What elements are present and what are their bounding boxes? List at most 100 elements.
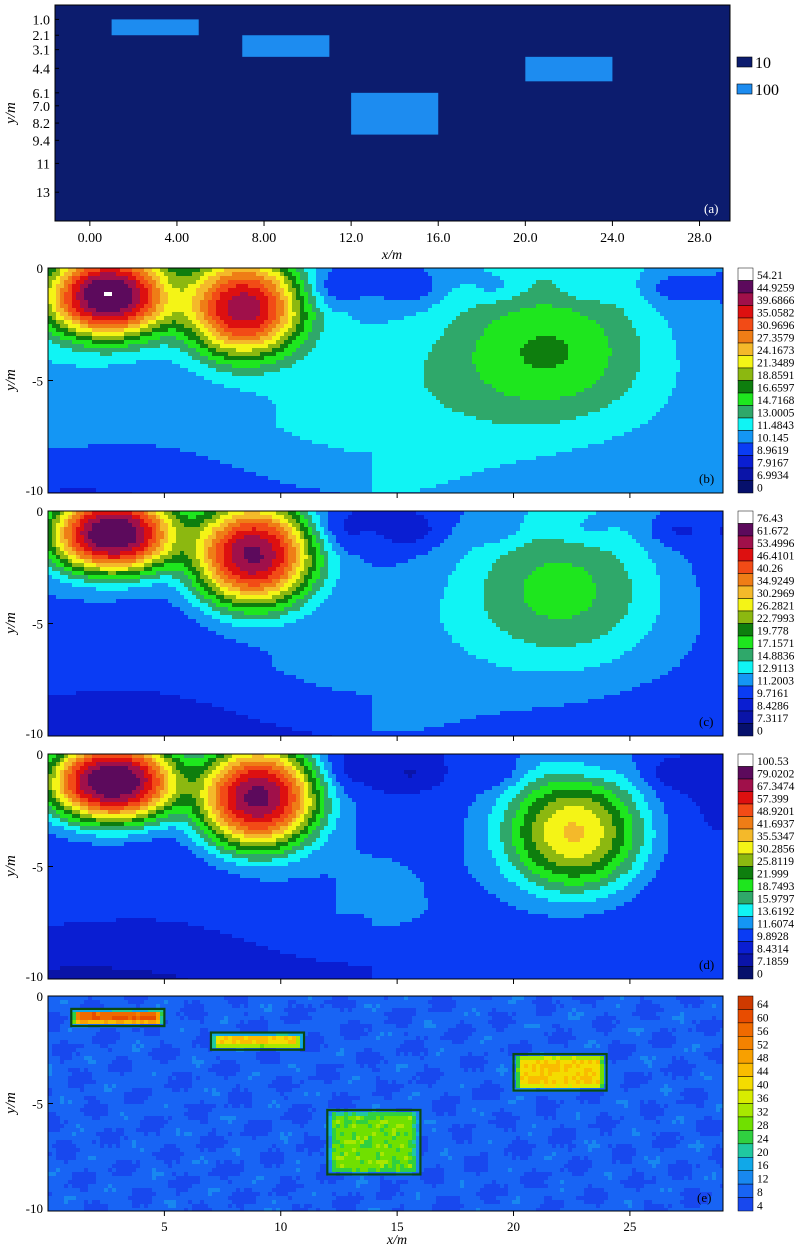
contour-cell <box>420 1144 429 1149</box>
contour-cell <box>432 786 493 791</box>
contour-cell <box>316 774 325 779</box>
contour-cell <box>52 332 65 337</box>
contour-cell <box>216 802 221 807</box>
contour-cell <box>96 488 321 493</box>
contour-cell <box>136 360 173 365</box>
contour-cell <box>304 826 309 831</box>
contour-cell <box>228 870 413 875</box>
colorbar-swatch <box>737 698 754 712</box>
contour-cell <box>644 826 653 831</box>
contour-cell <box>496 858 509 863</box>
contour-cell <box>616 1144 633 1149</box>
contour-cell <box>80 1148 141 1153</box>
contour-cell <box>520 754 633 759</box>
contour-cell <box>504 1048 509 1053</box>
contour-cell <box>300 531 305 536</box>
contour-cell <box>440 603 485 608</box>
contour-cell <box>712 1116 723 1121</box>
contour-cell <box>252 1096 285 1101</box>
contour-cell <box>292 1120 309 1125</box>
contour-cell <box>352 798 477 803</box>
contour-cell <box>292 1132 305 1137</box>
contour-cell <box>564 806 585 811</box>
contour-cell <box>304 531 309 536</box>
contour-cell <box>236 519 273 524</box>
contour-cell <box>708 1056 723 1061</box>
contour-cell <box>432 1104 457 1109</box>
contour-cell <box>260 312 269 317</box>
contour-cell <box>532 826 545 831</box>
contour-cell <box>536 1008 557 1013</box>
anomaly-block-2 <box>242 35 330 57</box>
contour-cell <box>232 1004 241 1009</box>
contour-cell <box>100 802 129 807</box>
contour-cell <box>460 643 537 648</box>
contour-cell <box>276 774 285 779</box>
contour-cell <box>544 1060 549 1065</box>
contour-cell <box>272 320 281 325</box>
contour-cell <box>616 1124 697 1129</box>
contour-cell <box>444 627 501 632</box>
contour-cell <box>196 802 205 807</box>
contour-cell <box>144 547 149 552</box>
contour-cell <box>572 448 723 453</box>
contour-cell <box>200 1020 205 1025</box>
contour-cell <box>212 1128 217 1133</box>
contour-cell <box>216 595 225 600</box>
contour-cell <box>372 699 589 704</box>
contour-cell <box>292 830 301 835</box>
contour-cell <box>364 1136 369 1141</box>
contour-cell <box>504 790 521 795</box>
contour-cell <box>100 1028 117 1033</box>
contour-cell <box>132 1020 137 1025</box>
contour-cell <box>248 1120 273 1125</box>
panel-b-x-ticks <box>163 493 631 498</box>
contour-cell <box>304 1148 309 1153</box>
colorbar-label: 9.7161 <box>757 688 789 700</box>
contour-cell <box>548 1072 553 1077</box>
contour-cell <box>60 296 65 301</box>
contour-cell <box>432 1100 461 1105</box>
contour-cell <box>264 786 281 791</box>
contour-cell <box>684 1004 689 1009</box>
contour-cell <box>544 854 565 859</box>
contour-cell <box>320 488 373 493</box>
contour-cell <box>696 1048 713 1053</box>
contour-cell <box>620 691 723 696</box>
contour-cell <box>504 842 513 847</box>
contour-cell <box>628 388 673 393</box>
contour-cell <box>548 1116 553 1121</box>
contour-cell <box>316 806 321 811</box>
contour-cell <box>260 535 277 540</box>
contour-cell <box>232 754 253 759</box>
contour-cell <box>304 308 313 313</box>
contour-cell <box>584 1044 593 1049</box>
contour-cell <box>48 575 53 580</box>
contour-cell <box>548 1076 565 1081</box>
contour-cell <box>108 1048 113 1053</box>
contour-cell <box>48 1144 53 1149</box>
contour-cell <box>652 814 669 819</box>
contour-cell <box>188 1000 193 1005</box>
panel-e: 0-5-10 5 10 15 20 25 y/m x/m (e) 64605652484… <box>3 989 769 1248</box>
contour-cell <box>632 878 653 883</box>
contour-cell <box>240 1084 269 1089</box>
contour-cell <box>516 766 537 771</box>
contour-cell <box>288 790 293 795</box>
panel-a-x-ticks: 0.00 4.00 8.00 12.0 16.0 20.0 24.0 28.0 <box>78 221 712 246</box>
contour-cell <box>584 1068 593 1073</box>
contour-cell <box>580 1112 601 1117</box>
contour-cell <box>636 328 673 333</box>
contour-cell <box>552 1032 573 1037</box>
contour-cell <box>328 1100 353 1105</box>
contour-cell <box>636 806 649 811</box>
contour-cell <box>292 515 301 520</box>
contour-cell <box>280 563 289 568</box>
contour-cell <box>556 1000 561 1005</box>
colorbar-swatch <box>737 803 754 817</box>
contour-cell <box>176 527 205 532</box>
contour-cell <box>200 826 209 831</box>
contour-cell <box>460 719 723 724</box>
contour-cell <box>216 818 225 823</box>
contour-cell <box>56 794 65 799</box>
